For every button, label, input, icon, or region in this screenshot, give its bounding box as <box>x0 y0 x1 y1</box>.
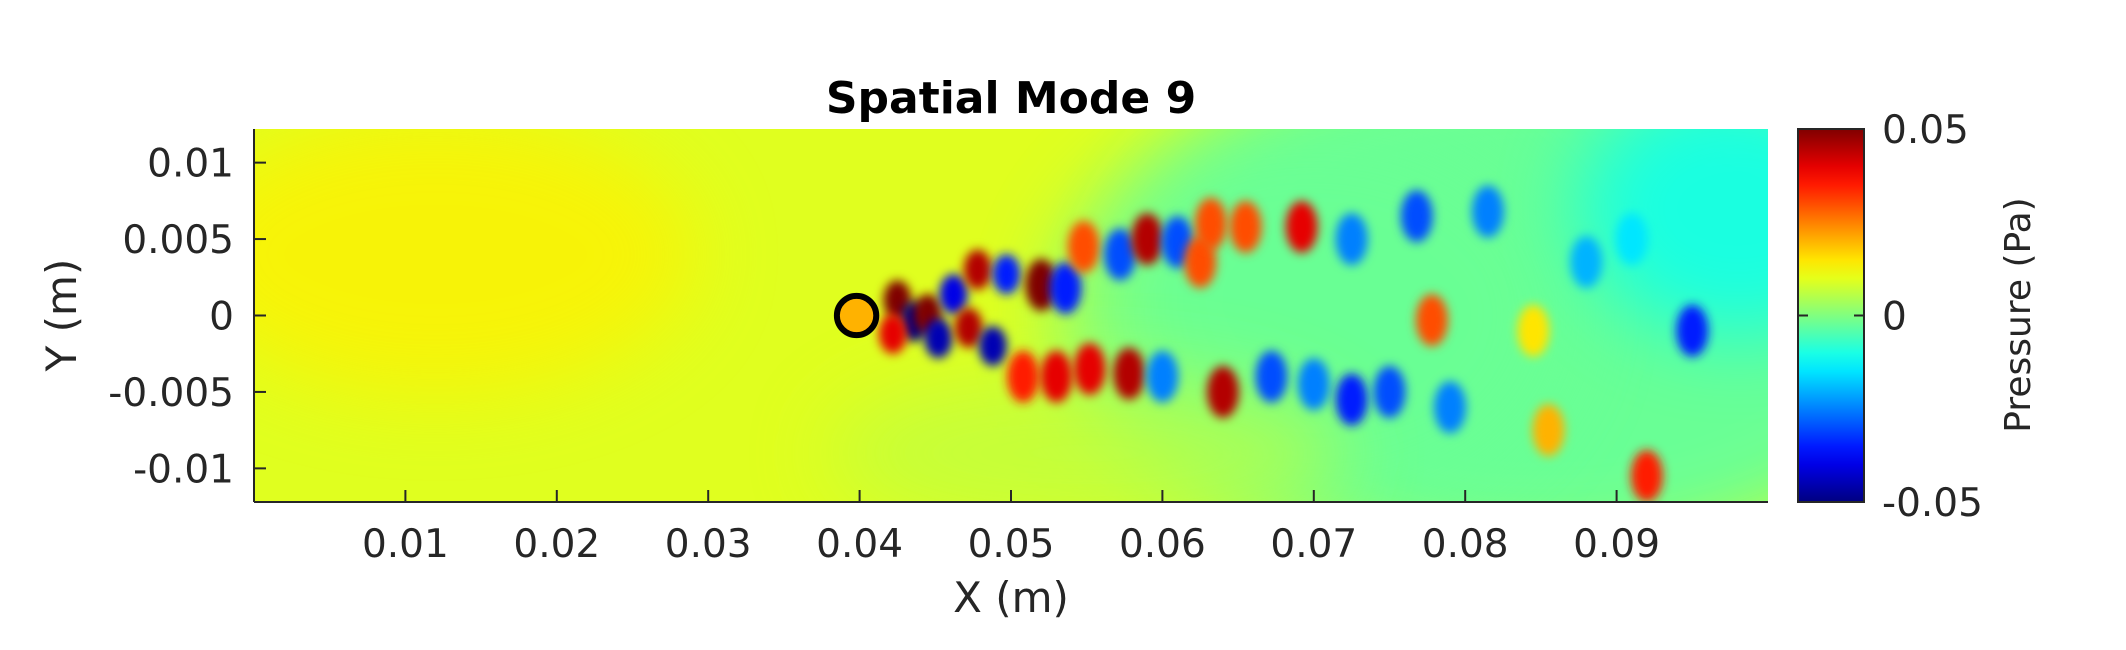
x-tick-label: 0.03 <box>665 522 752 567</box>
pressure-structure-31 <box>1400 190 1433 243</box>
x-axis-ticks: 0.01 0.02 0.03 0.04 0.05 0.06 0.07 0.08 0.09 <box>362 490 1660 567</box>
pressure-structure-32 <box>1415 294 1448 347</box>
cylinder-marker <box>833 292 880 339</box>
colorbar: 0.05 0 -0.05 Pressure (Pa) <box>1797 108 2039 526</box>
pressure-structure-3 <box>924 318 953 359</box>
pressure-structure-26 <box>1285 200 1318 253</box>
pressure-structure-28 <box>1335 213 1368 266</box>
pressure-structure-30 <box>1373 365 1406 418</box>
pressure-structure-33 <box>1434 381 1467 434</box>
pressure-field-gradient <box>254 129 1768 502</box>
colorbar-label: Pressure (Pa) <box>1998 197 2039 432</box>
pressure-structure-27 <box>1297 358 1330 411</box>
pressure-structure-7 <box>963 249 992 290</box>
pressure-structure-17 <box>1113 347 1146 400</box>
pressure-structure-15 <box>1067 220 1100 273</box>
pressure-structure-18 <box>1131 213 1164 266</box>
pressure-structure-8 <box>978 326 1007 367</box>
pressure-structure-25 <box>1255 350 1288 403</box>
pressure-structure-13 <box>1040 350 1073 403</box>
y-tick-label: -0.005 <box>108 371 234 416</box>
pressure-structure-9 <box>992 254 1021 295</box>
pressure-structure-40 <box>1615 213 1648 266</box>
x-tick-label: 0.02 <box>513 522 600 567</box>
pressure-structure-34 <box>1471 185 1504 238</box>
pressure-structure-14 <box>1073 343 1106 396</box>
pressure-structure-4 <box>878 313 907 354</box>
x-tick-label: 0.08 <box>1422 522 1509 567</box>
x-tick-label: 0.01 <box>362 522 449 567</box>
colorbar-gradient <box>1798 129 1864 502</box>
pressure-structure-38 <box>1630 450 1663 502</box>
colorbar-tick-label: 0 <box>1882 295 1907 340</box>
pressure-structure-11 <box>1025 258 1058 311</box>
pressure-structure-16 <box>1104 228 1137 281</box>
colorbar-tick-label: 0.05 <box>1882 108 1969 153</box>
x-tick-label: 0.07 <box>1270 522 1357 567</box>
field-region-4 <box>1577 129 1768 339</box>
pressure-structure-23 <box>1206 365 1239 418</box>
y-tick-label: 0.01 <box>147 142 234 187</box>
x-tick-label: 0.09 <box>1573 522 1660 567</box>
y-tick-label: 0 <box>209 295 234 340</box>
y-tick-label: -0.01 <box>133 447 234 492</box>
x-tick-label: 0.04 <box>816 522 903 567</box>
colorbar-frame <box>1797 128 1865 503</box>
colorbar-ticks: 0.05 0 -0.05 <box>1797 108 1983 526</box>
pressure-structure-24 <box>1229 200 1262 253</box>
y-axis-ticks: 0.01 0.005 0 -0.005 -0.01 <box>108 142 266 492</box>
pressure-structure-6 <box>954 307 983 348</box>
x-tick-label: 0.05 <box>968 522 1055 567</box>
x-tick-label: 0.06 <box>1119 522 1206 567</box>
pressure-structure-39 <box>1676 304 1709 357</box>
pressure-structure-36 <box>1532 404 1565 457</box>
pressure-structure-5 <box>939 274 968 315</box>
plot-area <box>253 129 1768 503</box>
y-tick-label: 0.005 <box>122 218 234 263</box>
x-axis-label: X (m) <box>953 573 1069 622</box>
pressure-structure-29 <box>1335 373 1368 426</box>
field-region-0 <box>254 129 696 395</box>
colorbar-tick-label: -0.05 <box>1882 481 1983 526</box>
y-axis-label: Y (m) <box>37 259 86 373</box>
pressure-structure-22 <box>1194 197 1227 250</box>
pressure-field-structures <box>878 185 1709 502</box>
pressure-structure-19 <box>1146 350 1179 403</box>
pressure-structure-12 <box>1049 261 1082 314</box>
pressure-structure-10 <box>1007 350 1040 403</box>
chart-title: Spatial Mode 9 <box>826 73 1196 124</box>
pressure-structure-37 <box>1570 235 1603 288</box>
pressure-structure-35 <box>1517 304 1550 357</box>
